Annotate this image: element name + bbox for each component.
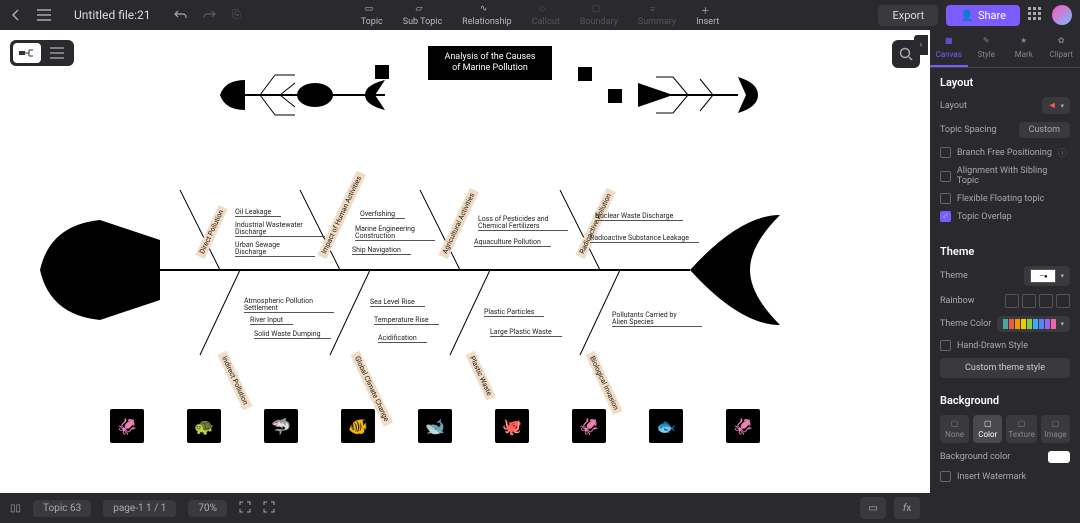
section-heading: Theme <box>940 245 1070 258</box>
leaf: Temperature Rise <box>374 316 429 324</box>
leaf: River Input <box>250 316 283 324</box>
share-button[interactable]: 👤Share <box>946 5 1020 26</box>
canvas[interactable]: Analysis of the Causes of Marine Polluti… <box>0 30 930 493</box>
leaf: Loss of Pesticides and Chemical Fertiliz… <box>478 216 558 230</box>
rainbow-opt[interactable] <box>1056 294 1070 308</box>
presentation-icon[interactable]: ▭ <box>860 497 886 519</box>
toolbar-insert[interactable]: ＋Insert <box>688 2 727 29</box>
diagram-title: Analysis of the Causes of Marine Polluti… <box>428 46 552 80</box>
panel-tab-clipart[interactable]: ✿Clipart <box>1043 30 1080 67</box>
toolbar-topic[interactable]: ▭Topic <box>353 2 391 29</box>
thumbnail-row: 🦑 🐢 🦈 🐠 🐋 🐙 🦑 🐟 🦑 <box>110 409 760 443</box>
pages-icon[interactable]: ▯▯ <box>10 503 21 514</box>
leaf: Sea Level Rise <box>370 298 415 306</box>
branch-free-checkbox[interactable]: Branch Free Positioningⓘ <box>940 146 1070 159</box>
rainbow-opt[interactable] <box>1039 294 1053 308</box>
topic-overlap-checkbox[interactable]: ✓Topic Overlap <box>940 211 1070 222</box>
toolbar-summary: ≡Summary <box>630 2 684 29</box>
leaf: Solid Waste Dumping <box>254 330 321 338</box>
toolbar-sub-topic[interactable]: ▱Sub Topic <box>395 2 450 29</box>
clipart-thumb[interactable]: 🦑 <box>726 409 760 443</box>
rainbow-opt[interactable] <box>1005 294 1019 308</box>
zoom-fit-icon[interactable] <box>239 501 251 516</box>
clipart-thumb[interactable]: 🦑 <box>572 409 606 443</box>
topic-count: Topic 63 <box>33 500 91 517</box>
clipart-thumb[interactable]: 🦑 <box>110 409 144 443</box>
undo-icon[interactable] <box>173 7 189 23</box>
panel-tab-mark[interactable]: ★Mark <box>1005 30 1043 67</box>
leaf: Radioactive Substance Leakage <box>590 234 689 242</box>
leaf: Industrial Wastewater Discharge <box>235 222 315 236</box>
bg-tab-color[interactable]: ▢Color <box>973 415 1002 443</box>
bg-tab-none[interactable]: ▢None <box>940 415 969 443</box>
custom-theme-button[interactable]: Custom theme style <box>940 358 1070 378</box>
layout-select[interactable]: ◄▾ <box>1042 97 1070 114</box>
page-indicator[interactable]: page-1 1 / 1 <box>103 500 176 517</box>
redo-icon[interactable] <box>201 7 217 23</box>
clipart-thumb[interactable]: 🐠 <box>341 409 375 443</box>
bgcolor-swatch[interactable] <box>1048 451 1070 463</box>
mindmap-view-button[interactable] <box>13 43 41 63</box>
flex-float-checkbox[interactable]: Flexible Floating topic <box>940 193 1070 204</box>
fullscreen-icon[interactable] <box>263 501 275 516</box>
mini-fishbone-right <box>578 65 758 125</box>
bottom-bar: ▯▯ Topic 63 page-1 1 / 1 70% ▭ fx <box>0 493 930 523</box>
top-toolbar: Untitled file:21 ⎘ ▭Topic▱Sub Topic∿Rela… <box>0 0 1080 30</box>
section-heading: Layout <box>940 76 1070 89</box>
handdrawn-checkbox[interactable]: Hand-Drawn Style <box>940 340 1070 351</box>
panel-tab-canvas[interactable]: ▦Canvas <box>930 30 968 67</box>
leaf: Pollutants Carried by Alien Species <box>612 312 692 326</box>
outline-view-button[interactable] <box>43 43 71 63</box>
theme-select[interactable]: —●▾ <box>1024 266 1070 286</box>
rainbow-opt[interactable] <box>1022 294 1036 308</box>
leaf: Oil Leakage <box>235 208 271 216</box>
spacing-button[interactable]: Custom <box>1019 122 1070 138</box>
leaf: Urban Sewage Discharge <box>235 242 305 256</box>
toolbar-boundary: ▢Boundary <box>572 2 626 29</box>
toolbar-callout: ◇Callout <box>524 2 568 29</box>
leaf: Acidification <box>378 334 417 342</box>
themecolor-select[interactable]: ▾ <box>997 316 1070 332</box>
apps-icon[interactable] <box>1028 7 1044 23</box>
leaf: Large Plastic Waste <box>490 328 552 336</box>
right-panel: ▦Canvas✎Style★Mark✿Clipart Layout Layout… <box>930 30 1080 523</box>
leaf: Ship Navigation <box>352 246 401 254</box>
file-title: Untitled file:21 <box>64 8 161 22</box>
leaf: Marine Engineering Construction <box>355 226 425 240</box>
panel-tab-style[interactable]: ✎Style <box>968 30 1006 67</box>
main-fishbone <box>40 160 820 380</box>
leaf: Atmospheric Pollution Settlement <box>244 298 324 312</box>
leaf: Overfishing <box>360 210 395 218</box>
align-sibling-checkbox[interactable]: Alignment With Sibling Topic <box>940 166 1070 186</box>
leaf: Aquaculture Pollution <box>474 238 541 246</box>
section-heading: Background <box>940 394 1070 407</box>
function-icon[interactable]: fx <box>894 497 920 519</box>
leaf: Plastic Particles <box>484 308 534 316</box>
clipart-thumb[interactable]: 🐟 <box>649 409 683 443</box>
collapse-panel-button[interactable]: › <box>914 35 928 55</box>
avatar[interactable] <box>1052 5 1072 25</box>
mini-fishbone-left <box>220 65 400 125</box>
leaf: Nuclear Waste Discharge <box>595 212 673 220</box>
back-icon[interactable] <box>8 7 24 23</box>
clipart-thumb[interactable]: 🐙 <box>495 409 529 443</box>
menu-icon[interactable] <box>36 7 52 23</box>
toolbar-relationship[interactable]: ∿Relationship <box>454 2 519 29</box>
bg-tab-texture[interactable]: ▢Texture <box>1006 415 1037 443</box>
view-toggle <box>10 40 74 66</box>
zoom-level[interactable]: 70% <box>188 500 227 517</box>
bg-tab-image[interactable]: ▢Image <box>1041 415 1070 443</box>
clipart-thumb[interactable]: 🐢 <box>187 409 221 443</box>
watermark-checkbox[interactable]: Insert Watermark <box>940 471 1070 482</box>
clipart-thumb[interactable]: 🦈 <box>264 409 298 443</box>
format-painter-icon[interactable]: ⎘ <box>229 7 245 23</box>
clipart-thumb[interactable]: 🐋 <box>418 409 452 443</box>
export-button[interactable]: Export <box>878 5 938 26</box>
